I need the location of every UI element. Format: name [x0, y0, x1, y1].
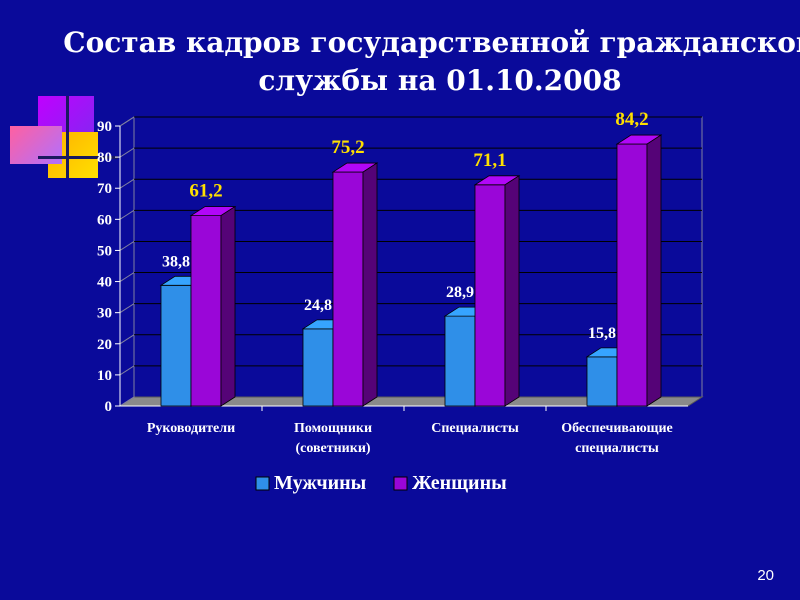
data-label-men: 15,8	[588, 325, 616, 342]
y-tick-label: 60	[97, 212, 112, 228]
bar-front	[474, 184, 506, 407]
legend-label-women: Женщины	[412, 472, 507, 494]
slide-number: 20	[757, 567, 774, 584]
legend-swatch-men	[255, 476, 270, 491]
x-category-label: Руководители	[147, 421, 235, 436]
bar-side	[220, 205, 236, 407]
bar-women	[473, 175, 521, 407]
y-tick-label: 70	[97, 181, 112, 197]
bar-women	[615, 134, 663, 407]
gridline-side	[119, 178, 135, 189]
bar-front	[444, 315, 476, 407]
x-category-label: Помощники	[294, 421, 372, 436]
x-category-label: Специалисты	[431, 421, 519, 436]
bar-front	[190, 215, 222, 407]
data-label-men: 38,8	[162, 253, 190, 270]
y-tick-label: 30	[97, 306, 112, 322]
bar-side	[362, 162, 378, 407]
bar-front	[160, 284, 192, 407]
data-label-women: 61,2	[189, 181, 222, 202]
bar-side	[504, 175, 520, 407]
plot-side-wall	[119, 116, 135, 407]
legend-label-men: Мужчины	[274, 472, 367, 494]
y-tick-label: 50	[97, 243, 112, 259]
data-label-men: 28,9	[446, 284, 474, 301]
y-tick-label: 80	[97, 150, 112, 166]
bar-women	[331, 162, 379, 407]
legend-swatch-women	[393, 476, 408, 491]
data-label-men: 24,8	[304, 297, 332, 314]
data-label-women: 71,1	[473, 150, 506, 171]
x-category-label: (советники)	[295, 441, 370, 456]
legend: Мужчины Женщины	[255, 472, 507, 494]
gridline-side	[119, 272, 135, 282]
gridline-side	[119, 209, 135, 220]
y-tick-label: 10	[97, 368, 112, 384]
gridline-side	[119, 241, 135, 251]
bar-side	[646, 134, 662, 407]
x-category-label: Обеспечивающие	[561, 421, 673, 436]
bar-front	[332, 171, 364, 407]
bar-front	[586, 356, 618, 407]
bar-women	[189, 205, 237, 407]
y-tick-label: 0	[105, 399, 113, 415]
y-tick-label: 40	[97, 275, 112, 291]
slide-title-line2: службы на 01.10.2008	[258, 64, 622, 97]
gridline-side	[119, 303, 135, 314]
x-category-label: специалисты	[575, 441, 659, 456]
gridline-side	[119, 365, 135, 376]
gridline-side	[119, 116, 135, 127]
gridline-side	[119, 396, 135, 407]
data-label-women: 75,2	[331, 137, 364, 158]
decor-line-vertical	[66, 96, 69, 178]
decor-line-horizontal	[38, 156, 118, 159]
gridline-side	[119, 147, 135, 158]
gridline-side	[119, 334, 135, 345]
slide-title: Состав кадров государственной гражданско…	[40, 24, 800, 100]
data-label-women: 84,2	[615, 109, 648, 130]
slide-title-line1: Состав кадров государственной гражданско…	[63, 26, 800, 59]
bar-front	[616, 143, 648, 407]
bar-front	[302, 328, 334, 407]
y-tick-label: 20	[97, 337, 112, 353]
y-tick-label: 90	[97, 119, 112, 135]
